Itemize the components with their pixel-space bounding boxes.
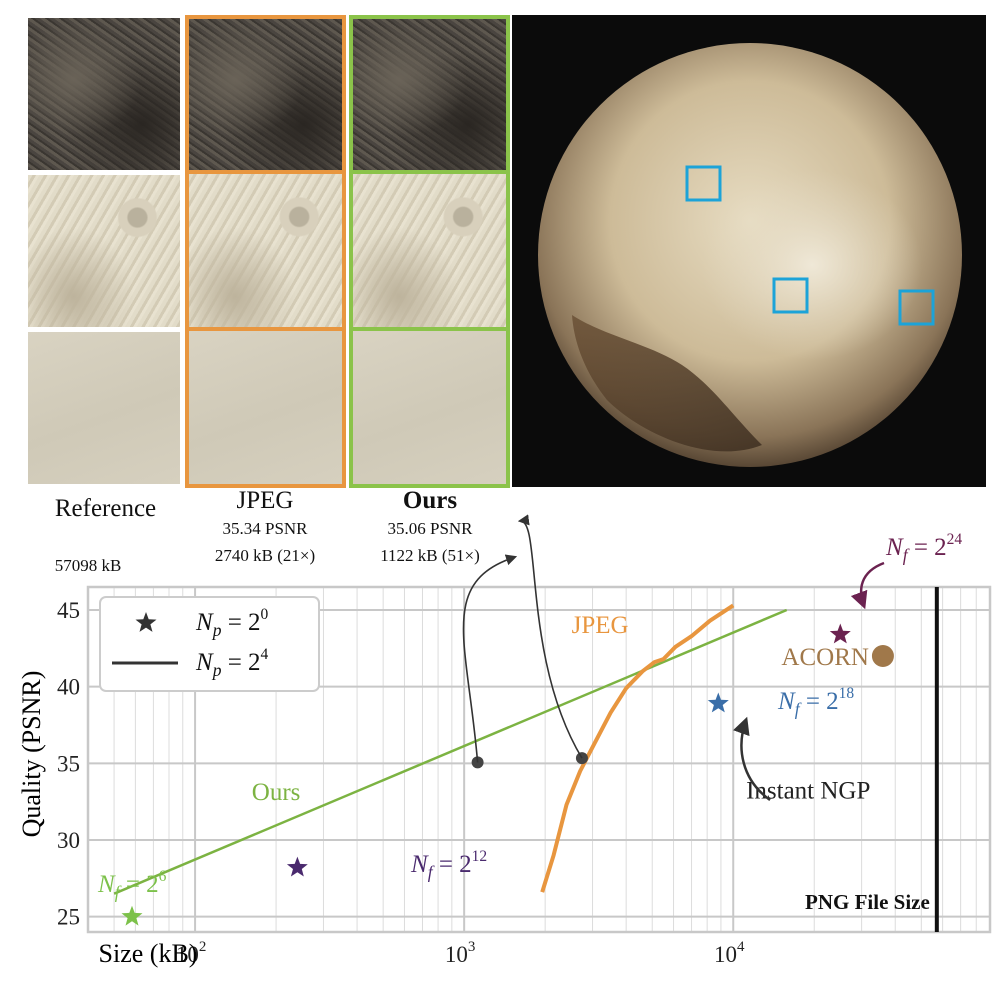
legend-box xyxy=(99,596,320,692)
crop-box-3 xyxy=(898,289,935,326)
star-point-12 xyxy=(286,856,308,877)
png-size-label: PNG File Size xyxy=(805,890,930,914)
ours-caption: Ours xyxy=(402,487,458,514)
crop-box-1 xyxy=(685,165,722,202)
jpeg-crop-3 xyxy=(185,327,346,488)
jpeg-psnr: 35.34 PSNR xyxy=(222,519,308,538)
y-tick-label: 30 xyxy=(57,828,80,853)
nf-label-12: Nf = 212 xyxy=(410,848,487,882)
annotation-jpeg: JPEG xyxy=(572,612,629,639)
matched-quality-point xyxy=(575,752,588,765)
tick-labels: 25 30 35 40 45 102 103 104 xyxy=(57,598,745,967)
y-tick-label: 25 xyxy=(57,905,80,930)
x-tick-label: 103 xyxy=(445,939,476,967)
series-layer: PNG File Size xyxy=(113,587,939,932)
ours-crop-2 xyxy=(349,170,510,331)
y-tick-label: 45 xyxy=(57,598,80,623)
dark-region xyxy=(572,315,762,452)
bright-region xyxy=(702,170,922,360)
arrow-ours-to-caption xyxy=(462,554,518,763)
x-axis-label: Size (kB) xyxy=(99,939,198,968)
reference-crop-3 xyxy=(28,332,180,484)
arrow-instant-ngp xyxy=(733,716,771,802)
y-tick-label: 40 xyxy=(57,675,80,700)
plot-frame xyxy=(86,585,992,934)
crop-box-2 xyxy=(772,277,809,314)
legend-label-0: Np = 20 xyxy=(195,606,269,640)
reference-crop-2 xyxy=(28,175,180,327)
ours-crop-3 xyxy=(349,327,510,488)
legend-star-icon xyxy=(135,612,157,632)
annotation-instant-ngp: Instant NGP xyxy=(746,778,870,805)
star-point-6 xyxy=(121,905,143,926)
reference-size: 57098 kB xyxy=(54,556,122,575)
y-axis-label: Quality (PSNR) xyxy=(17,671,46,838)
star-point-18 xyxy=(707,692,729,713)
arrow-jpeg-to-caption xyxy=(517,514,583,759)
full-image-panel xyxy=(512,15,986,487)
nf-label-24: Nf = 224 xyxy=(885,531,962,565)
ours-size: 1122 kB (51×) xyxy=(380,546,480,565)
reference-crop-1 xyxy=(28,18,180,170)
jpeg-caption: JPEG xyxy=(236,487,294,514)
points-layer: ACORN Nf = 26 Nf = 212 Nf = 218 Nf = 224 xyxy=(97,531,962,926)
jpeg-crop-2 xyxy=(185,170,346,331)
nf-label-6: Nf = 26 xyxy=(97,868,167,902)
ours-crop-1 xyxy=(349,15,510,174)
nf-label-18: Nf = 218 xyxy=(777,685,854,719)
y-tick-label: 35 xyxy=(57,751,80,776)
annotation-ours: Ours xyxy=(252,779,301,806)
reference-caption: Reference xyxy=(54,495,157,522)
jpeg-size: 2740 kB (21×) xyxy=(214,546,316,565)
series-line-ours xyxy=(113,608,788,895)
x-tick-label: 102 xyxy=(176,939,207,967)
acorn-point xyxy=(871,645,894,667)
acorn-label: ACORN xyxy=(781,644,869,671)
legend-label-4: Np = 24 xyxy=(195,646,269,680)
x-tick-label: 104 xyxy=(714,939,745,967)
matched-quality-point xyxy=(471,756,484,769)
legend: Np = 20 Np = 24 xyxy=(99,596,320,692)
minor-gridlines xyxy=(87,587,991,932)
ours-psnr: 35.06 PSNR xyxy=(387,519,473,538)
star-point-24 xyxy=(829,623,851,644)
series-line-jpeg xyxy=(540,603,735,893)
arrow-nf24 xyxy=(850,561,885,610)
full-image xyxy=(538,43,962,467)
major-gridlines xyxy=(88,587,990,932)
jpeg-crop-1 xyxy=(185,15,346,174)
